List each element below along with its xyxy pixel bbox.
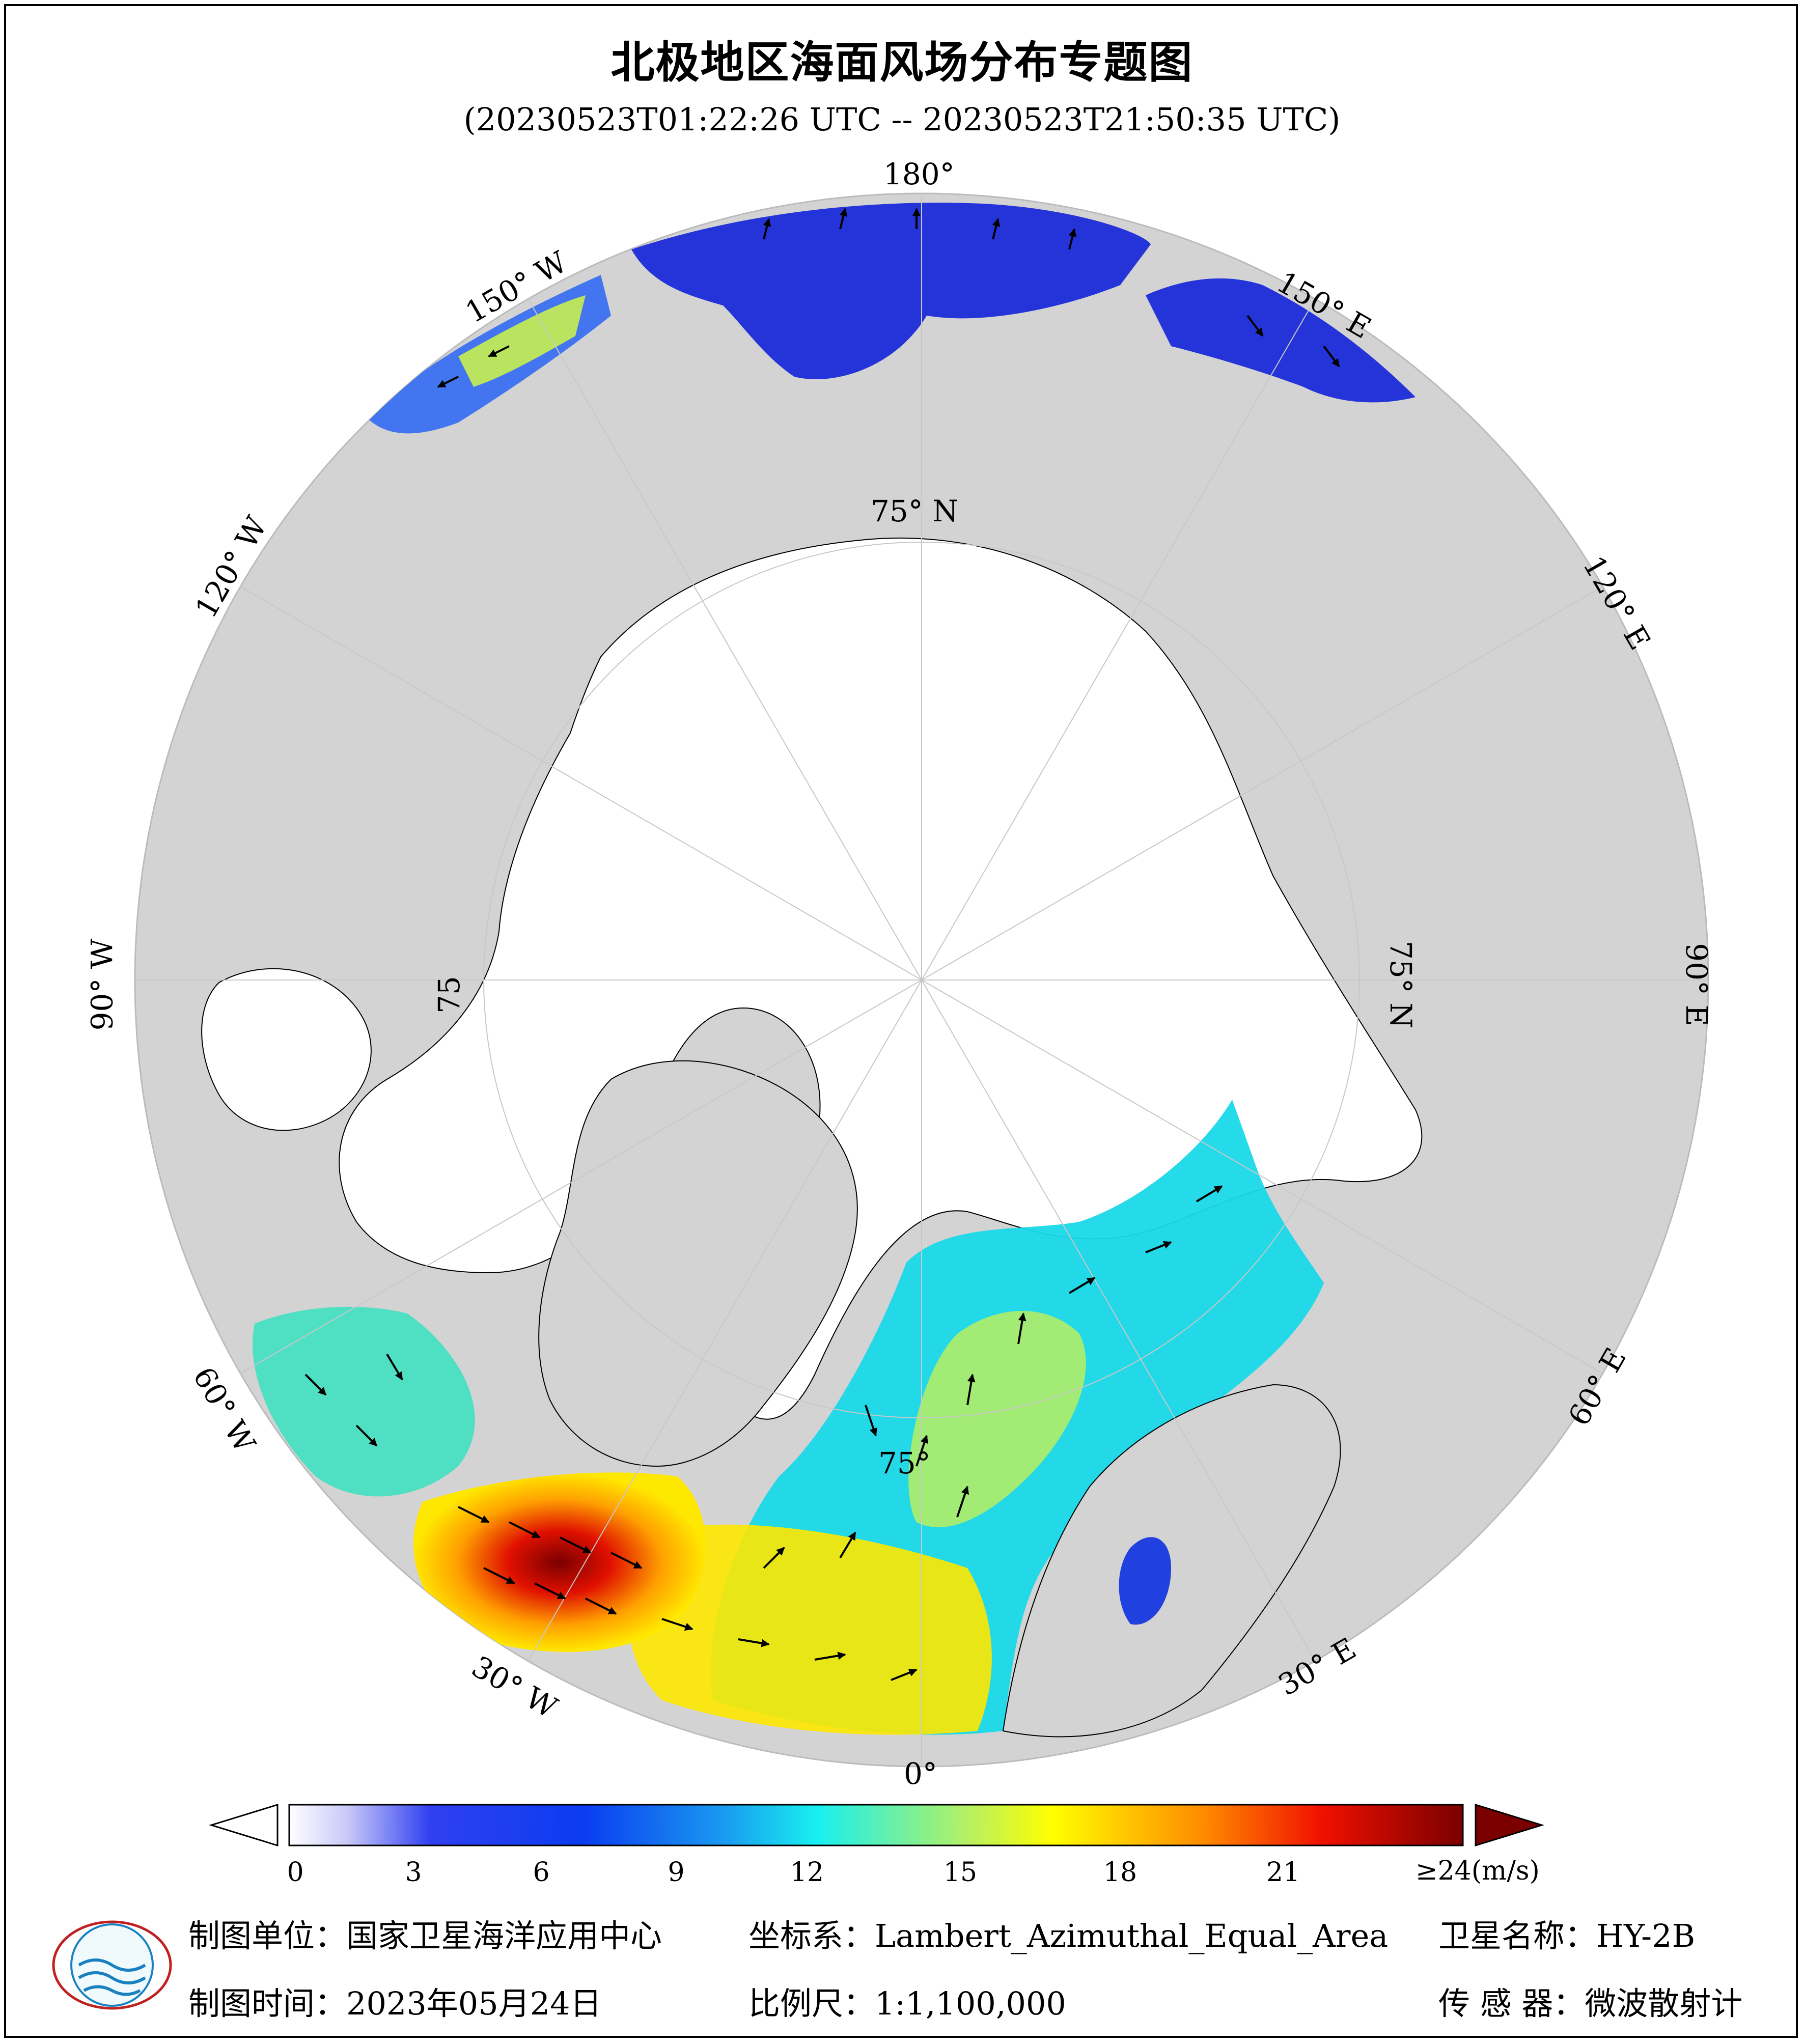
colorbar — [208, 1803, 1545, 1847]
colorbar-gradient — [288, 1804, 1464, 1846]
label-lat-75-left: 75 — [431, 976, 466, 1014]
footer-crs: 坐标系：Lambert_Azimuthal_Equal_Area — [748, 1917, 1389, 1954]
footer-scale: 比例尺：1:1,100,000 — [748, 1985, 1066, 2022]
label-lat-75-bottom: 75° — [878, 1446, 931, 1480]
wind-field-okhotsk — [1146, 278, 1416, 403]
label-lon-180: 180° — [883, 157, 955, 191]
map-title: 北极地区海面风场分布专题图 — [610, 37, 1194, 88]
wind-field-southwest — [629, 1524, 992, 1735]
wind-field-hot — [413, 1472, 706, 1652]
colorbar-tick: 15 — [943, 1857, 978, 1888]
wind-field-labrador — [253, 1306, 475, 1497]
wind-arrows — [304, 208, 1340, 1681]
footer-unit: 制图单位：国家卫星海洋应用中心 — [188, 1917, 662, 1954]
colorbar-min-extension — [208, 1803, 279, 1847]
label-lon-90e: 90° E — [1679, 943, 1714, 1026]
wind-field-bering — [631, 203, 1151, 379]
colorbar-tick: 12 — [790, 1857, 824, 1888]
map-time-range: (20230523T01:22:26 UTC -- 20230523T21:50… — [463, 101, 1341, 138]
footer-date: 制图时间：2023年05月24日 — [188, 1985, 602, 2022]
map-frame — [4, 4, 1798, 2038]
colorbar-tick: 6 — [533, 1857, 550, 1888]
nsoas-logo — [52, 1920, 172, 2010]
greenland — [538, 1060, 858, 1467]
label-lon-0: 0° — [904, 1756, 937, 1791]
scandinavia — [1002, 1384, 1341, 1738]
colorbar-unit: ≥24(m/s) — [1416, 1856, 1540, 1886]
graticule — [135, 193, 1708, 1767]
colorbar-tick: 0 — [287, 1857, 304, 1888]
footer-sensor: 传 感 器：微波散射计 — [1438, 1985, 1743, 2022]
label-lat-75-top: 75° N — [871, 494, 958, 528]
wind-field-alaska-yellow — [458, 295, 586, 387]
colorbar-max-extension — [1475, 1803, 1545, 1847]
colorbar-tick: 18 — [1103, 1857, 1137, 1888]
label-lat-75-right: 75° N — [1383, 941, 1418, 1028]
colorbar-tick: 9 — [668, 1857, 685, 1888]
colorbar-tick: 21 — [1266, 1857, 1300, 1888]
colorbar-tick: 3 — [405, 1857, 422, 1888]
hudson-bay — [201, 968, 372, 1131]
wind-field-green-band — [908, 1311, 1086, 1527]
footer-satellite: 卫星名称：HY-2B — [1438, 1917, 1696, 1954]
wind-field-baltic — [1119, 1537, 1171, 1625]
label-lon-90w: 90° W — [85, 938, 120, 1031]
